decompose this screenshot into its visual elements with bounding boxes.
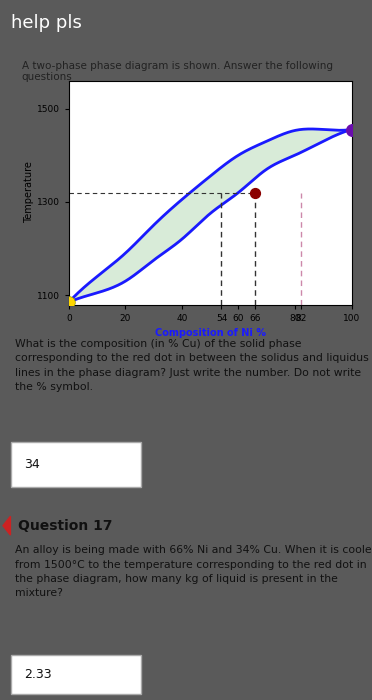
Text: 34: 34	[24, 458, 40, 471]
Text: Question 17: Question 17	[18, 519, 112, 533]
Y-axis label: Temperature: Temperature	[24, 162, 34, 223]
Polygon shape	[3, 517, 10, 535]
X-axis label: Composition of Ni %: Composition of Ni %	[155, 328, 266, 338]
Text: help pls: help pls	[11, 14, 82, 32]
Point	[253, 187, 259, 198]
Point	[66, 297, 72, 308]
FancyBboxPatch shape	[11, 655, 141, 694]
Text: What is the composition (in % Cu) of the solid phase
corresponding to the red do: What is the composition (in % Cu) of the…	[15, 339, 369, 392]
Text: A two-phase phase diagram is shown. Answer the following
questions: A two-phase phase diagram is shown. Answ…	[22, 61, 333, 83]
Text: 2.33: 2.33	[24, 668, 52, 681]
Text: An alloy is being made with 66% Ni and 34% Cu. When it is cooled
from 1500°C to : An alloy is being made with 66% Ni and 3…	[15, 545, 372, 598]
Point	[349, 124, 355, 135]
FancyBboxPatch shape	[11, 442, 141, 487]
